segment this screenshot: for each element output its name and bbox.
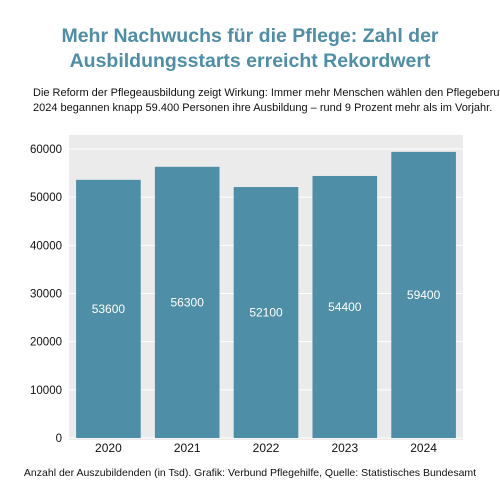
chart-footer: Anzahl der Auszubildenden (in Tsd). Graf… [23,467,477,479]
x-tick-label: 2022 [253,441,280,455]
y-tick-label: 50000 [30,192,62,204]
x-tick-label: 2021 [174,441,201,455]
data-label-2021: 56300 [171,295,205,309]
data-label-2024: 59400 [407,288,441,302]
subtitle-line-2: 2024 begannen knapp 59.400 Personen ihre… [33,102,493,114]
data-label-2022: 52100 [249,306,283,320]
bar-2024 [391,151,456,438]
data-labels: 53600 56300 52100 54400 59400 [92,288,441,320]
data-label-2023: 54400 [328,300,362,314]
data-label-2020: 53600 [92,302,126,316]
title-line-2: Ausbildungsstarts erreicht Rekordwert [69,50,431,72]
x-tick-label: 2020 [95,441,122,455]
chart-title: Mehr Nachwuchs für die Pflege: Zahl der … [20,24,480,74]
subtitle-line-1: Die Reform der Pflegeausbildung zeigt Wi… [33,87,500,99]
y-tick-label: 30000 [30,289,62,301]
bar-2021 [154,166,220,439]
bar-2022 [233,187,299,438]
y-tick-label: 20000 [30,337,62,349]
bar-2023 [312,175,378,438]
bar-2020 [76,179,141,438]
title-line-1: Mehr Nachwuchs für die Pflege: Zahl der [61,25,439,47]
y-tick-label: 0 [56,433,62,445]
y-tick-label: 60000 [30,144,62,156]
x-tick-label: 2024 [410,441,437,455]
x-axis-ticks: 2020 2021 2022 2023 2024 [95,441,437,455]
y-tick-label: 10000 [30,385,62,397]
chart-subtitle: Die Reform der Pflegeausbildung zeigt Wi… [33,86,500,116]
bars [76,151,456,439]
y-axis-ticks: 0 10000 20000 30000 40000 50000 60000 [30,144,62,445]
y-tick-label: 40000 [30,240,62,252]
x-tick-label: 2023 [331,441,358,455]
